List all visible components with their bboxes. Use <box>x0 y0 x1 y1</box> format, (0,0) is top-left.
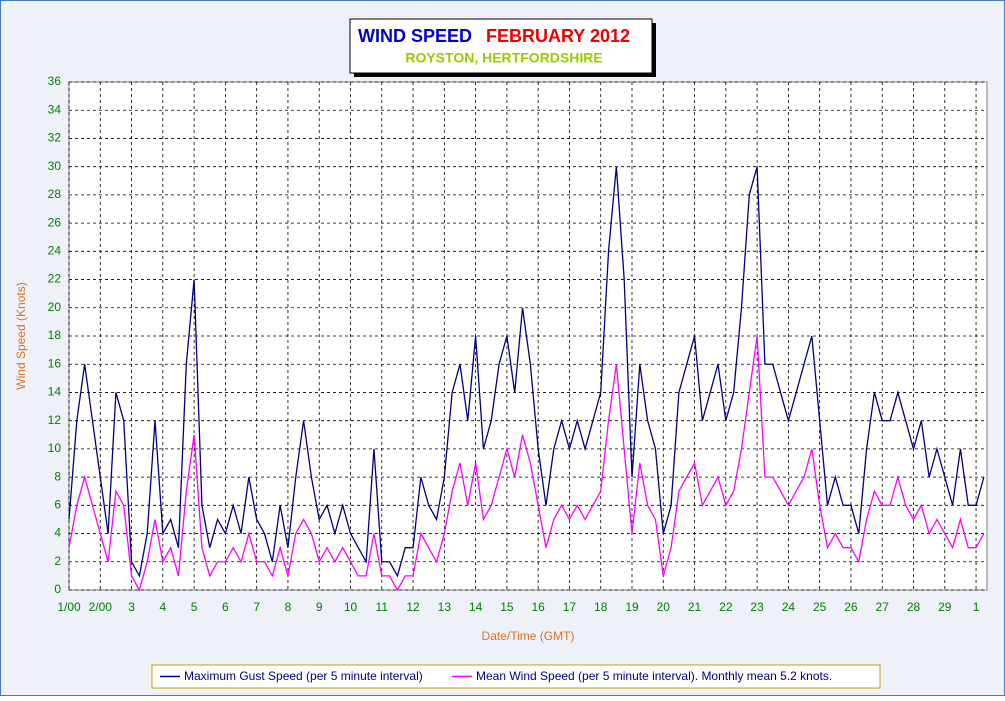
x-axis-label: Date/Time (GMT) <box>482 629 575 643</box>
x-tick-label: 4 <box>159 600 166 614</box>
x-tick-label: 2/00 <box>89 600 113 614</box>
x-tick-label: 1/00 <box>57 600 81 614</box>
y-tick-label: 4 <box>54 526 61 540</box>
x-tick-label: 26 <box>844 600 858 614</box>
legend-box <box>151 664 881 689</box>
x-tick-label: 19 <box>625 600 639 614</box>
series-line <box>68 166 985 578</box>
x-tick-label: 14 <box>469 600 483 614</box>
y-tick-label: 6 <box>54 498 61 512</box>
x-tick-label: 29 <box>938 600 952 614</box>
y-tick-label: 32 <box>48 131 62 145</box>
y-axis-label: Wind Speed (Knots) <box>14 282 28 389</box>
x-tick-label: 22 <box>719 600 733 614</box>
x-tick-label: 18 <box>594 600 608 614</box>
x-tick-label: 3 <box>128 600 135 614</box>
x-tick-label: 24 <box>782 600 796 614</box>
x-tick-label: 10 <box>344 600 358 614</box>
x-tick-label: 20 <box>657 600 671 614</box>
x-tick-label: 28 <box>907 600 921 614</box>
chart-title-month: FEBRUARY 2012 <box>486 26 630 46</box>
y-tick-label: 22 <box>48 272 62 286</box>
chart-title: WIND SPEED <box>358 26 472 46</box>
y-tick-label: 30 <box>48 159 62 173</box>
y-tick-label: 8 <box>54 469 61 483</box>
y-tick-label: 20 <box>48 300 62 314</box>
y-tick-label: 26 <box>48 215 62 229</box>
y-tick-label: 0 <box>54 582 61 596</box>
y-tick-label: 16 <box>48 356 62 370</box>
x-tick-label: 25 <box>813 600 827 614</box>
x-tick-label: 11 <box>376 600 389 614</box>
x-tick-label: 1 <box>973 600 980 614</box>
y-tick-label: 36 <box>48 74 62 88</box>
x-tick-label: 8 <box>285 600 292 614</box>
chart-subtitle: ROYSTON, HERTFORDSHIRE <box>405 50 602 66</box>
y-tick-label: 28 <box>48 187 62 201</box>
x-tick-label: 21 <box>688 600 702 614</box>
x-tick-label: 17 <box>563 600 577 614</box>
x-tick-label: 16 <box>531 600 545 614</box>
legend-label: Maximum Gust Speed (per 5 minute interva… <box>184 669 423 683</box>
legend-label: Mean Wind Speed (per 5 minute interval).… <box>476 669 832 683</box>
y-tick-label: 12 <box>48 413 62 427</box>
title-box <box>349 18 653 74</box>
y-tick-label: 2 <box>54 554 61 568</box>
x-tick-label: 27 <box>876 600 890 614</box>
x-tick-label: 6 <box>222 600 229 614</box>
x-tick-label: 13 <box>438 600 452 614</box>
x-tick-label: 23 <box>750 600 764 614</box>
x-tick-label: 7 <box>253 600 260 614</box>
y-tick-label: 14 <box>48 385 62 399</box>
y-tick-label: 24 <box>48 244 62 258</box>
x-tick-label: 15 <box>500 600 514 614</box>
x-tick-label: 5 <box>191 600 198 614</box>
y-tick-label: 18 <box>48 328 62 342</box>
y-tick-label: 34 <box>48 102 62 116</box>
series-line <box>68 335 985 592</box>
y-tick-label: 10 <box>48 441 62 455</box>
x-tick-label: 9 <box>316 600 323 614</box>
x-tick-label: 12 <box>406 600 420 614</box>
